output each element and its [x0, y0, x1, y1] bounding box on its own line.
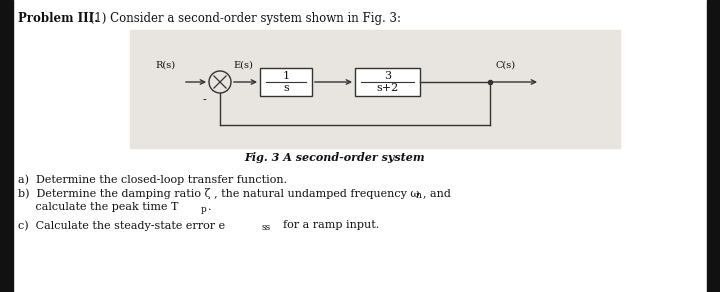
Text: s+2: s+2	[377, 83, 399, 93]
Bar	[707, 0, 720, 292]
Bar	[355, 68, 420, 96]
Text: ss: ss	[261, 223, 270, 232]
Text: .: .	[208, 202, 212, 212]
Text: Problem III.: Problem III.	[18, 12, 98, 25]
Bar	[130, 30, 620, 148]
Text: b)  Determine the damping ratio ζ , the natural undamped frequency ω: b) Determine the damping ratio ζ , the n…	[18, 188, 420, 199]
Text: E(s): E(s)	[233, 61, 253, 70]
Text: for a ramp input.: for a ramp input.	[276, 220, 379, 230]
Text: s: s	[283, 83, 289, 93]
Text: , and: , and	[423, 188, 451, 198]
Text: a)  Determine the closed-loop transfer function.: a) Determine the closed-loop transfer fu…	[18, 174, 287, 185]
Text: c)  Calculate the steady-state error e: c) Calculate the steady-state error e	[18, 220, 225, 231]
Text: p: p	[201, 205, 207, 214]
Text: (1) Consider a second-order system shown in Fig. 3:: (1) Consider a second-order system shown…	[86, 12, 401, 25]
Circle shape	[209, 71, 231, 93]
Text: C(s): C(s)	[495, 61, 515, 70]
Text: n: n	[416, 191, 422, 200]
Text: 3: 3	[384, 71, 391, 81]
Text: 1: 1	[282, 71, 289, 81]
Text: Fig. 3 A second-order system: Fig. 3 A second-order system	[245, 152, 426, 163]
Bar	[260, 68, 312, 96]
Text: -: -	[202, 95, 206, 105]
Text: calculate the peak time T: calculate the peak time T	[18, 202, 179, 212]
Text: R(s): R(s)	[155, 61, 175, 70]
Bar	[0, 0, 13, 292]
